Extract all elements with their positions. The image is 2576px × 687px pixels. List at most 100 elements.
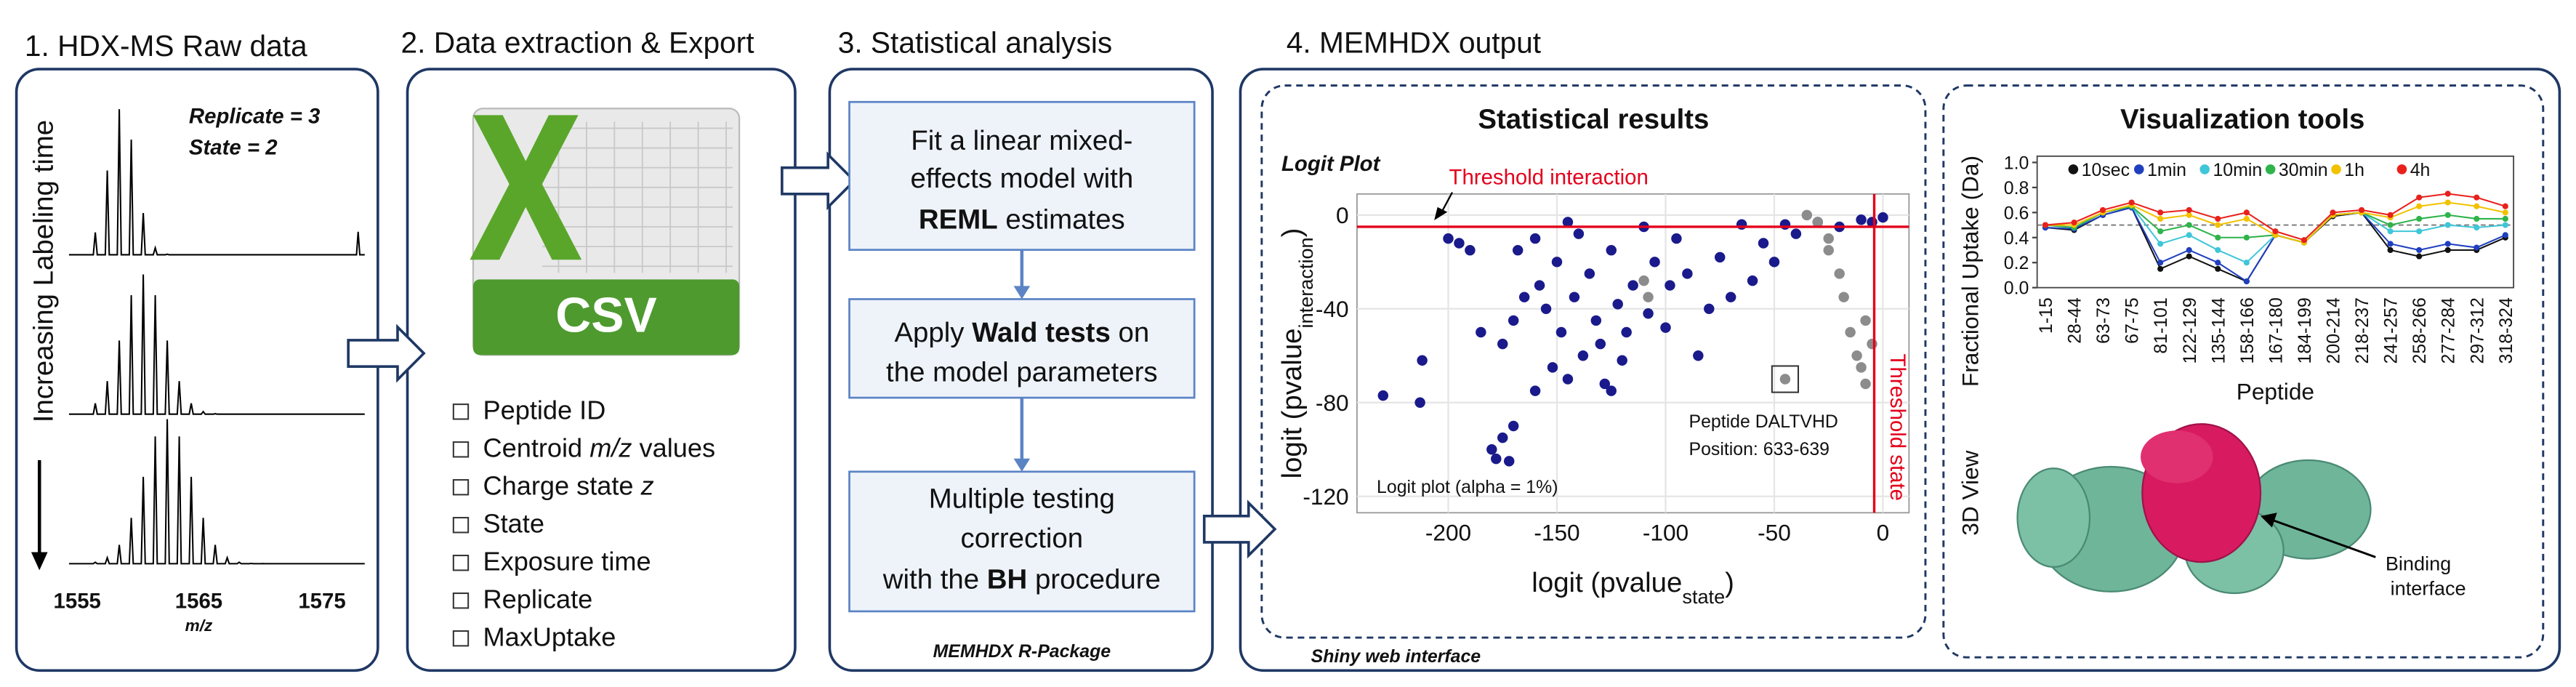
point xyxy=(1612,299,1623,310)
point xyxy=(1417,355,1428,366)
point xyxy=(2157,260,2164,266)
point xyxy=(2416,253,2423,260)
x-tick-label: -200 xyxy=(1425,520,1471,546)
x-tick-label: 28-44 xyxy=(2065,297,2085,344)
plot-area xyxy=(2036,155,2515,289)
point xyxy=(2243,260,2250,266)
point xyxy=(1577,350,1589,361)
point xyxy=(2387,241,2394,247)
y-tick-label: 0 xyxy=(1336,202,1349,228)
point xyxy=(2157,241,2164,247)
point xyxy=(1747,275,1758,286)
step-arrow-head xyxy=(1013,286,1031,300)
y-tick-label: -80 xyxy=(1316,390,1349,416)
x-tick-label: 184-199 xyxy=(2295,297,2315,363)
threshold-label: Threshold interaction xyxy=(1449,165,1649,189)
point xyxy=(2272,228,2279,235)
checkbox xyxy=(452,479,470,496)
point xyxy=(2186,246,2192,254)
section-title: Statistical results xyxy=(1478,103,1709,134)
point xyxy=(1758,238,1769,249)
point xyxy=(1529,233,1541,244)
legend-marker xyxy=(2068,164,2079,174)
point xyxy=(1465,244,1476,256)
legend-label: 10sec xyxy=(2082,160,2130,180)
x-tick-label: 200-214 xyxy=(2324,297,2344,363)
point xyxy=(1569,292,1580,302)
point xyxy=(2444,222,2451,228)
callout: interface xyxy=(2391,576,2466,599)
text-part: Multiple testing xyxy=(929,483,1115,515)
panel-frame xyxy=(1239,68,2561,672)
point xyxy=(2416,228,2423,235)
csv-icon: CSV xyxy=(470,108,741,356)
point xyxy=(1540,303,1552,315)
list-item: MaxUptake xyxy=(483,622,616,651)
point xyxy=(2157,209,2164,216)
text-part: Exposure time xyxy=(483,546,651,576)
panel-footer: MEMHDX R-Package xyxy=(933,641,1111,662)
label-part: logit (pvalue xyxy=(1531,567,1682,598)
point xyxy=(1377,390,1389,401)
list-item: State xyxy=(483,508,544,538)
x-tick-label: 81-101 xyxy=(2151,297,2171,353)
axis-label: logit (pvaluestate) xyxy=(1531,567,1734,608)
y-tick-label: -40 xyxy=(1316,296,1349,322)
point xyxy=(1551,257,1563,268)
flow-arrow xyxy=(781,151,856,211)
x-tick-label: 167-180 xyxy=(2266,297,2286,363)
point xyxy=(1606,244,1617,256)
checkbox xyxy=(452,441,470,458)
point xyxy=(2157,215,2164,222)
point xyxy=(2215,265,2221,272)
point xyxy=(1497,432,1508,443)
point xyxy=(2474,224,2480,231)
point xyxy=(1779,374,1791,385)
icon-band xyxy=(472,279,740,355)
panel-title: 1. HDX-MS Raw data xyxy=(25,29,307,63)
text-part: the model parameters xyxy=(886,356,1158,387)
point xyxy=(1877,212,1888,223)
legend-marker xyxy=(2199,164,2210,174)
text-part: m/z xyxy=(589,433,632,462)
spectrum xyxy=(68,274,365,415)
point xyxy=(2157,265,2164,272)
point xyxy=(1486,444,1497,455)
step-text: REML estimates xyxy=(919,204,1125,235)
panel-footer: Shiny web interface xyxy=(1311,646,1481,667)
point xyxy=(2186,222,2192,228)
legend-label: 30min xyxy=(2279,160,2328,180)
point xyxy=(2416,215,2423,222)
text-part: Replicate xyxy=(483,584,593,614)
unit-label: m/z xyxy=(185,616,213,635)
point xyxy=(1823,244,1834,256)
point xyxy=(2157,228,2164,235)
chart-title: Logit Plot xyxy=(1281,152,1381,176)
point xyxy=(1606,385,1617,396)
text-part: Charge state xyxy=(483,470,641,500)
panel-title: 3. Statistical analysis xyxy=(838,25,1113,59)
point xyxy=(2301,237,2308,244)
text-part: with the xyxy=(882,563,987,595)
text-part: Apply xyxy=(894,317,972,348)
x-tick-label: -150 xyxy=(1534,520,1579,546)
point xyxy=(2099,206,2106,213)
step-box xyxy=(848,470,1196,613)
y-tick-label: 0.2 xyxy=(2004,253,2029,273)
x-tick-label: 277-284 xyxy=(2439,297,2459,363)
point xyxy=(1627,280,1638,291)
point xyxy=(1665,280,1675,291)
point xyxy=(1547,362,1558,373)
text-part: Wald tests xyxy=(972,317,1111,348)
point xyxy=(1768,257,1780,268)
x-tick-label: 67-75 xyxy=(2122,297,2143,344)
point xyxy=(2387,222,2394,228)
label-part: interaction xyxy=(1295,237,1317,328)
x-tick-label: 0 xyxy=(1877,520,1890,546)
flow-arrow xyxy=(347,324,426,383)
time-arrow-head xyxy=(31,552,48,571)
panel-title: 4. MEMHDX output xyxy=(1287,25,1541,59)
point xyxy=(1454,238,1465,249)
